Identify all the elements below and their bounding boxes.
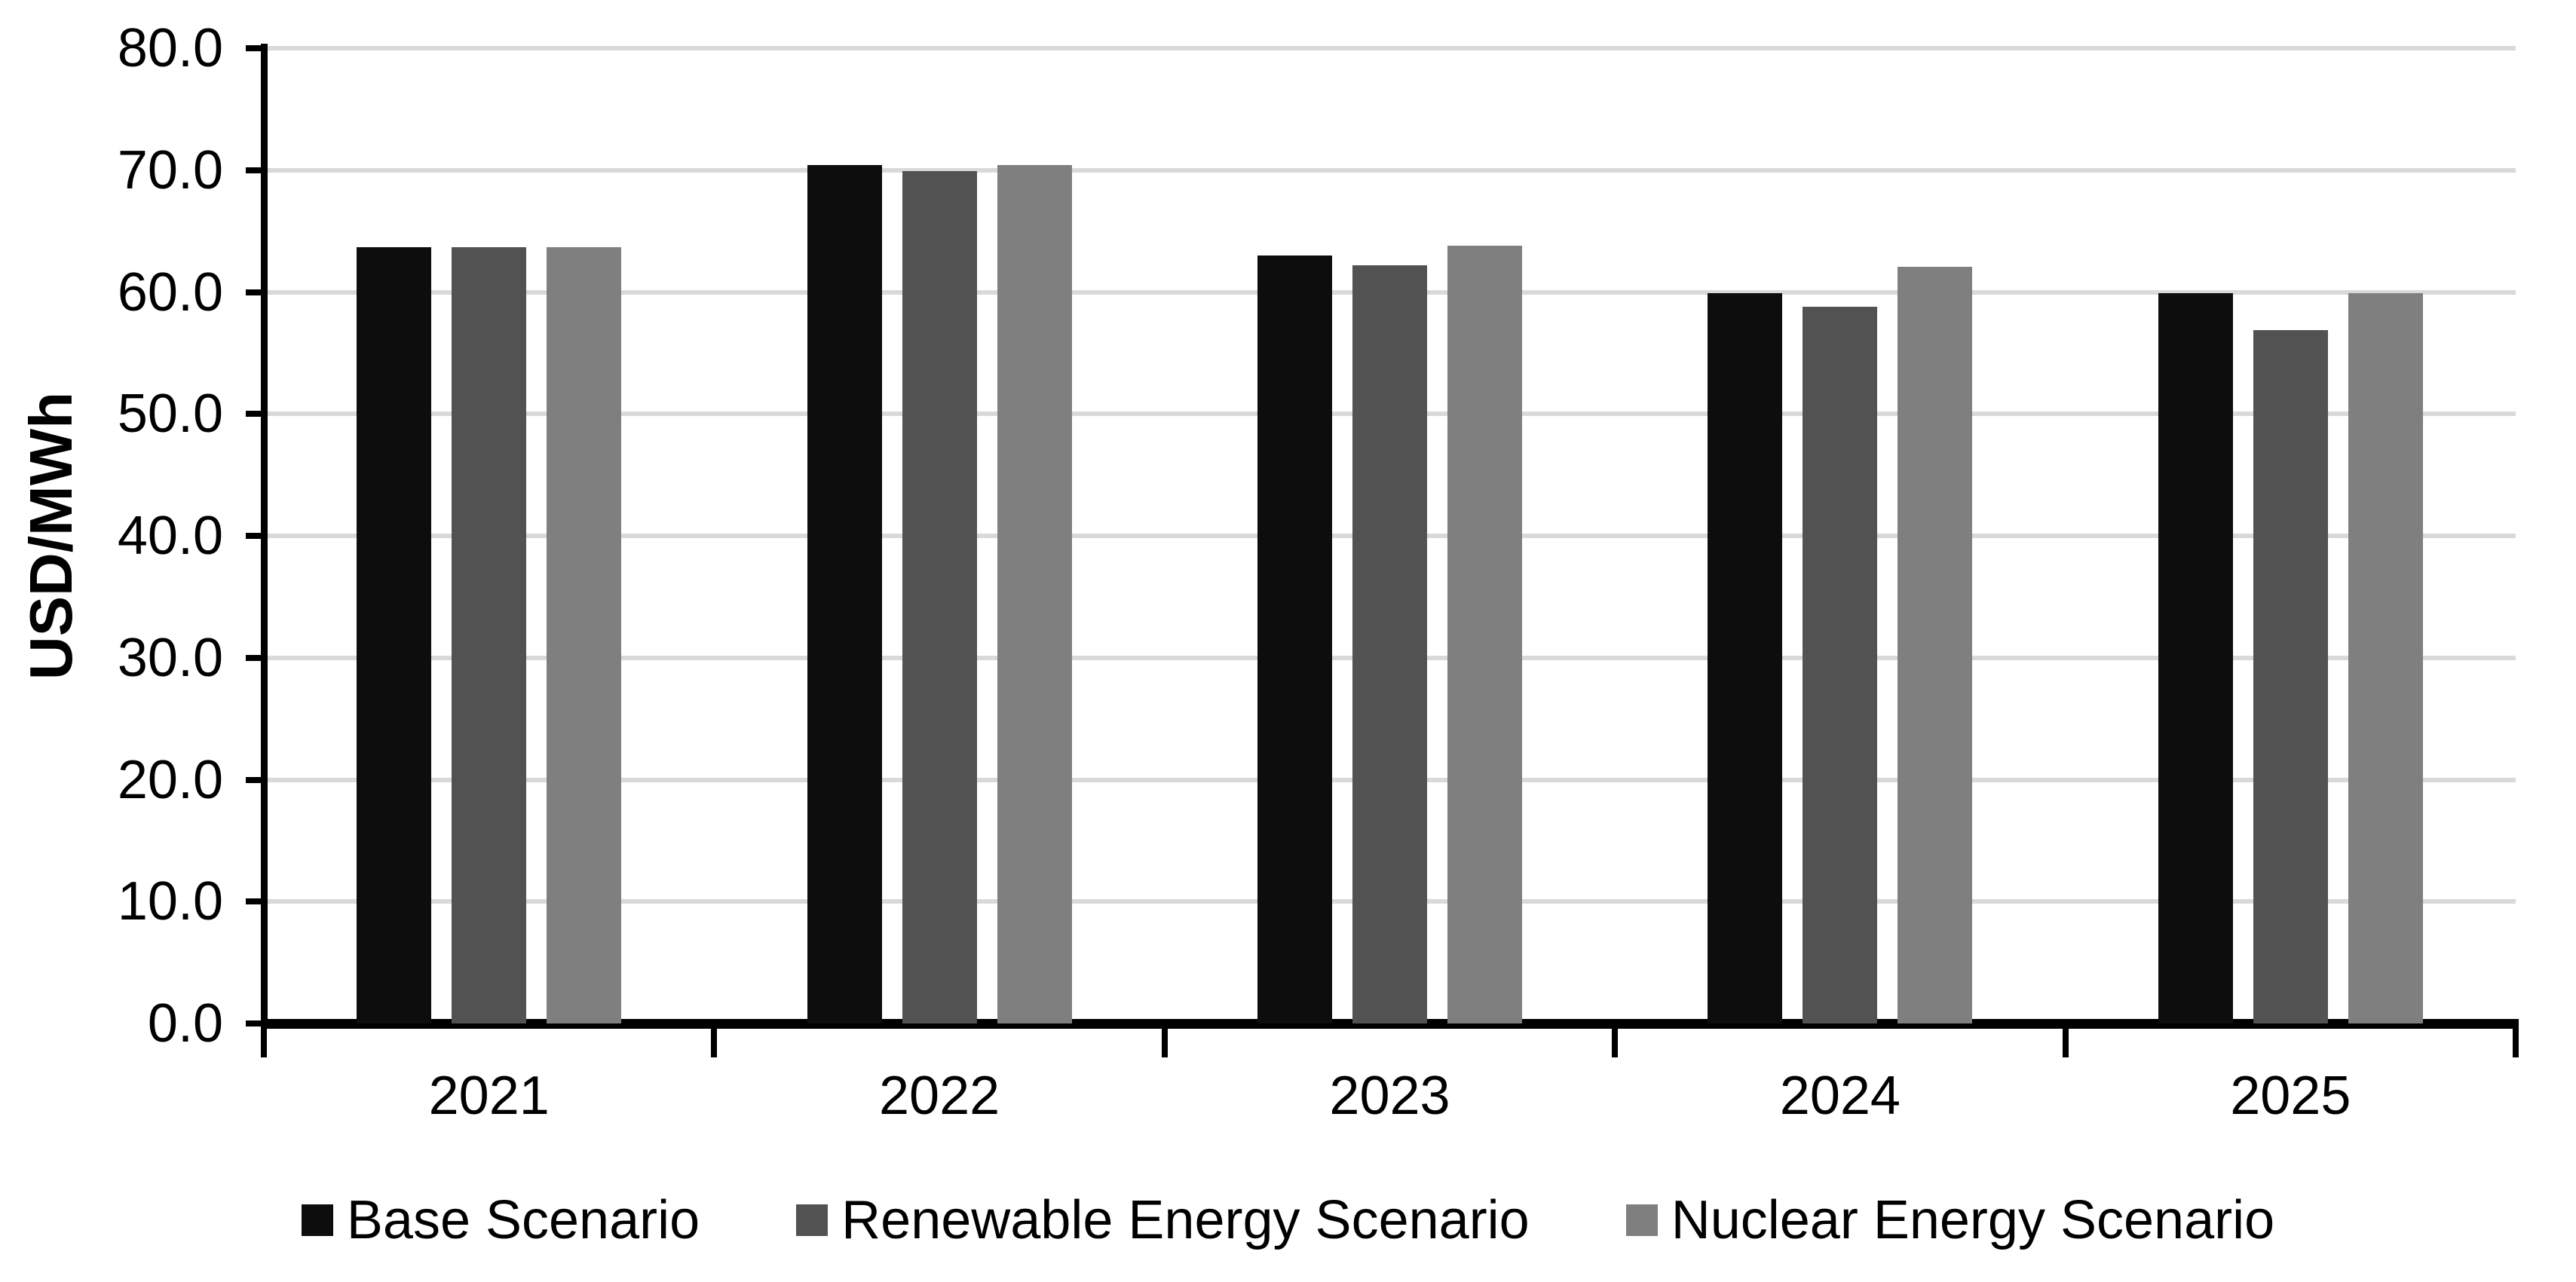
y-axis-tick xyxy=(246,776,262,783)
legend-swatch xyxy=(1625,1204,1658,1236)
legend-item-renewable-energy-scenario: Renewable Energy Scenario xyxy=(796,1193,1530,1247)
bar-nuclear-energy-scenario-2024 xyxy=(1898,266,1973,1023)
y-tick-label: 80.0 xyxy=(117,18,223,78)
y-tick-label: 10.0 xyxy=(117,871,223,932)
y-tick-label: 40.0 xyxy=(117,506,223,566)
y-axis-tick xyxy=(246,289,262,295)
bar-base-scenario-2024 xyxy=(1708,293,1783,1023)
y-axis-tick xyxy=(246,167,262,173)
y-axis-tick xyxy=(246,45,262,51)
legend-label: Nuclear Energy Scenario xyxy=(1671,1190,2275,1250)
bar-nuclear-energy-scenario-2021 xyxy=(547,246,622,1023)
x-category-label: 2022 xyxy=(879,1066,1000,1126)
bar-base-scenario-2025 xyxy=(2158,293,2233,1023)
legend-swatch xyxy=(301,1204,333,1236)
y-tick-label: 50.0 xyxy=(117,384,223,445)
bar-base-scenario-2021 xyxy=(357,246,432,1023)
x-category-label: 2023 xyxy=(1329,1066,1450,1126)
legend-item-base-scenario: Base Scenario xyxy=(301,1190,700,1250)
legend-label: Renewable Energy Scenario xyxy=(841,1190,1530,1250)
y-tick-label: 60.0 xyxy=(117,262,223,323)
y-tick-label: 70.0 xyxy=(117,139,223,200)
bar-base-scenario-2023 xyxy=(1257,255,1332,1023)
x-axis-tick xyxy=(1161,1029,1168,1057)
gridline xyxy=(267,46,2516,50)
x-axis-tick xyxy=(261,1029,267,1057)
bar-base-scenario-2022 xyxy=(807,165,882,1023)
bar-renewable-energy-scenario-2024 xyxy=(1803,306,1878,1023)
y-axis-tick xyxy=(246,654,262,661)
y-tick-label: 30.0 xyxy=(117,627,223,688)
x-axis-tick xyxy=(1612,1029,1619,1057)
y-axis-tick xyxy=(246,533,262,539)
y-tick-label: 0.0 xyxy=(147,993,223,1054)
y-axis-tick xyxy=(246,898,262,905)
legend-swatch xyxy=(796,1204,829,1236)
legend-label: Base Scenario xyxy=(346,1190,700,1250)
legend: Base Scenario Renewable Energy Scenario Nu… xyxy=(0,1193,2576,1247)
y-axis-tick xyxy=(246,411,262,418)
legend-item-nuclear-energy-scenario: Nuclear Energy Scenario xyxy=(1625,1190,2275,1250)
y-axis-tick xyxy=(246,1020,262,1027)
bar-renewable-energy-scenario-2025 xyxy=(2253,329,2328,1023)
x-axis-tick xyxy=(2062,1029,2069,1057)
bar-nuclear-energy-scenario-2025 xyxy=(2348,293,2423,1023)
y-tick-label: 20.0 xyxy=(117,749,223,810)
x-axis-tick xyxy=(711,1029,718,1057)
y-axis-line xyxy=(261,44,268,1028)
x-category-label: 2024 xyxy=(1779,1066,1901,1126)
x-axis-tick xyxy=(2513,1029,2519,1057)
bar-renewable-energy-scenario-2021 xyxy=(452,246,527,1023)
bar-nuclear-energy-scenario-2022 xyxy=(997,165,1072,1023)
bar-renewable-energy-scenario-2023 xyxy=(1352,265,1427,1023)
gridline xyxy=(267,167,2516,173)
x-category-label: 2021 xyxy=(428,1066,550,1126)
bar-renewable-energy-scenario-2022 xyxy=(902,171,977,1023)
x-category-label: 2025 xyxy=(2230,1066,2351,1126)
bar-nuclear-energy-scenario-2023 xyxy=(1447,246,1522,1023)
